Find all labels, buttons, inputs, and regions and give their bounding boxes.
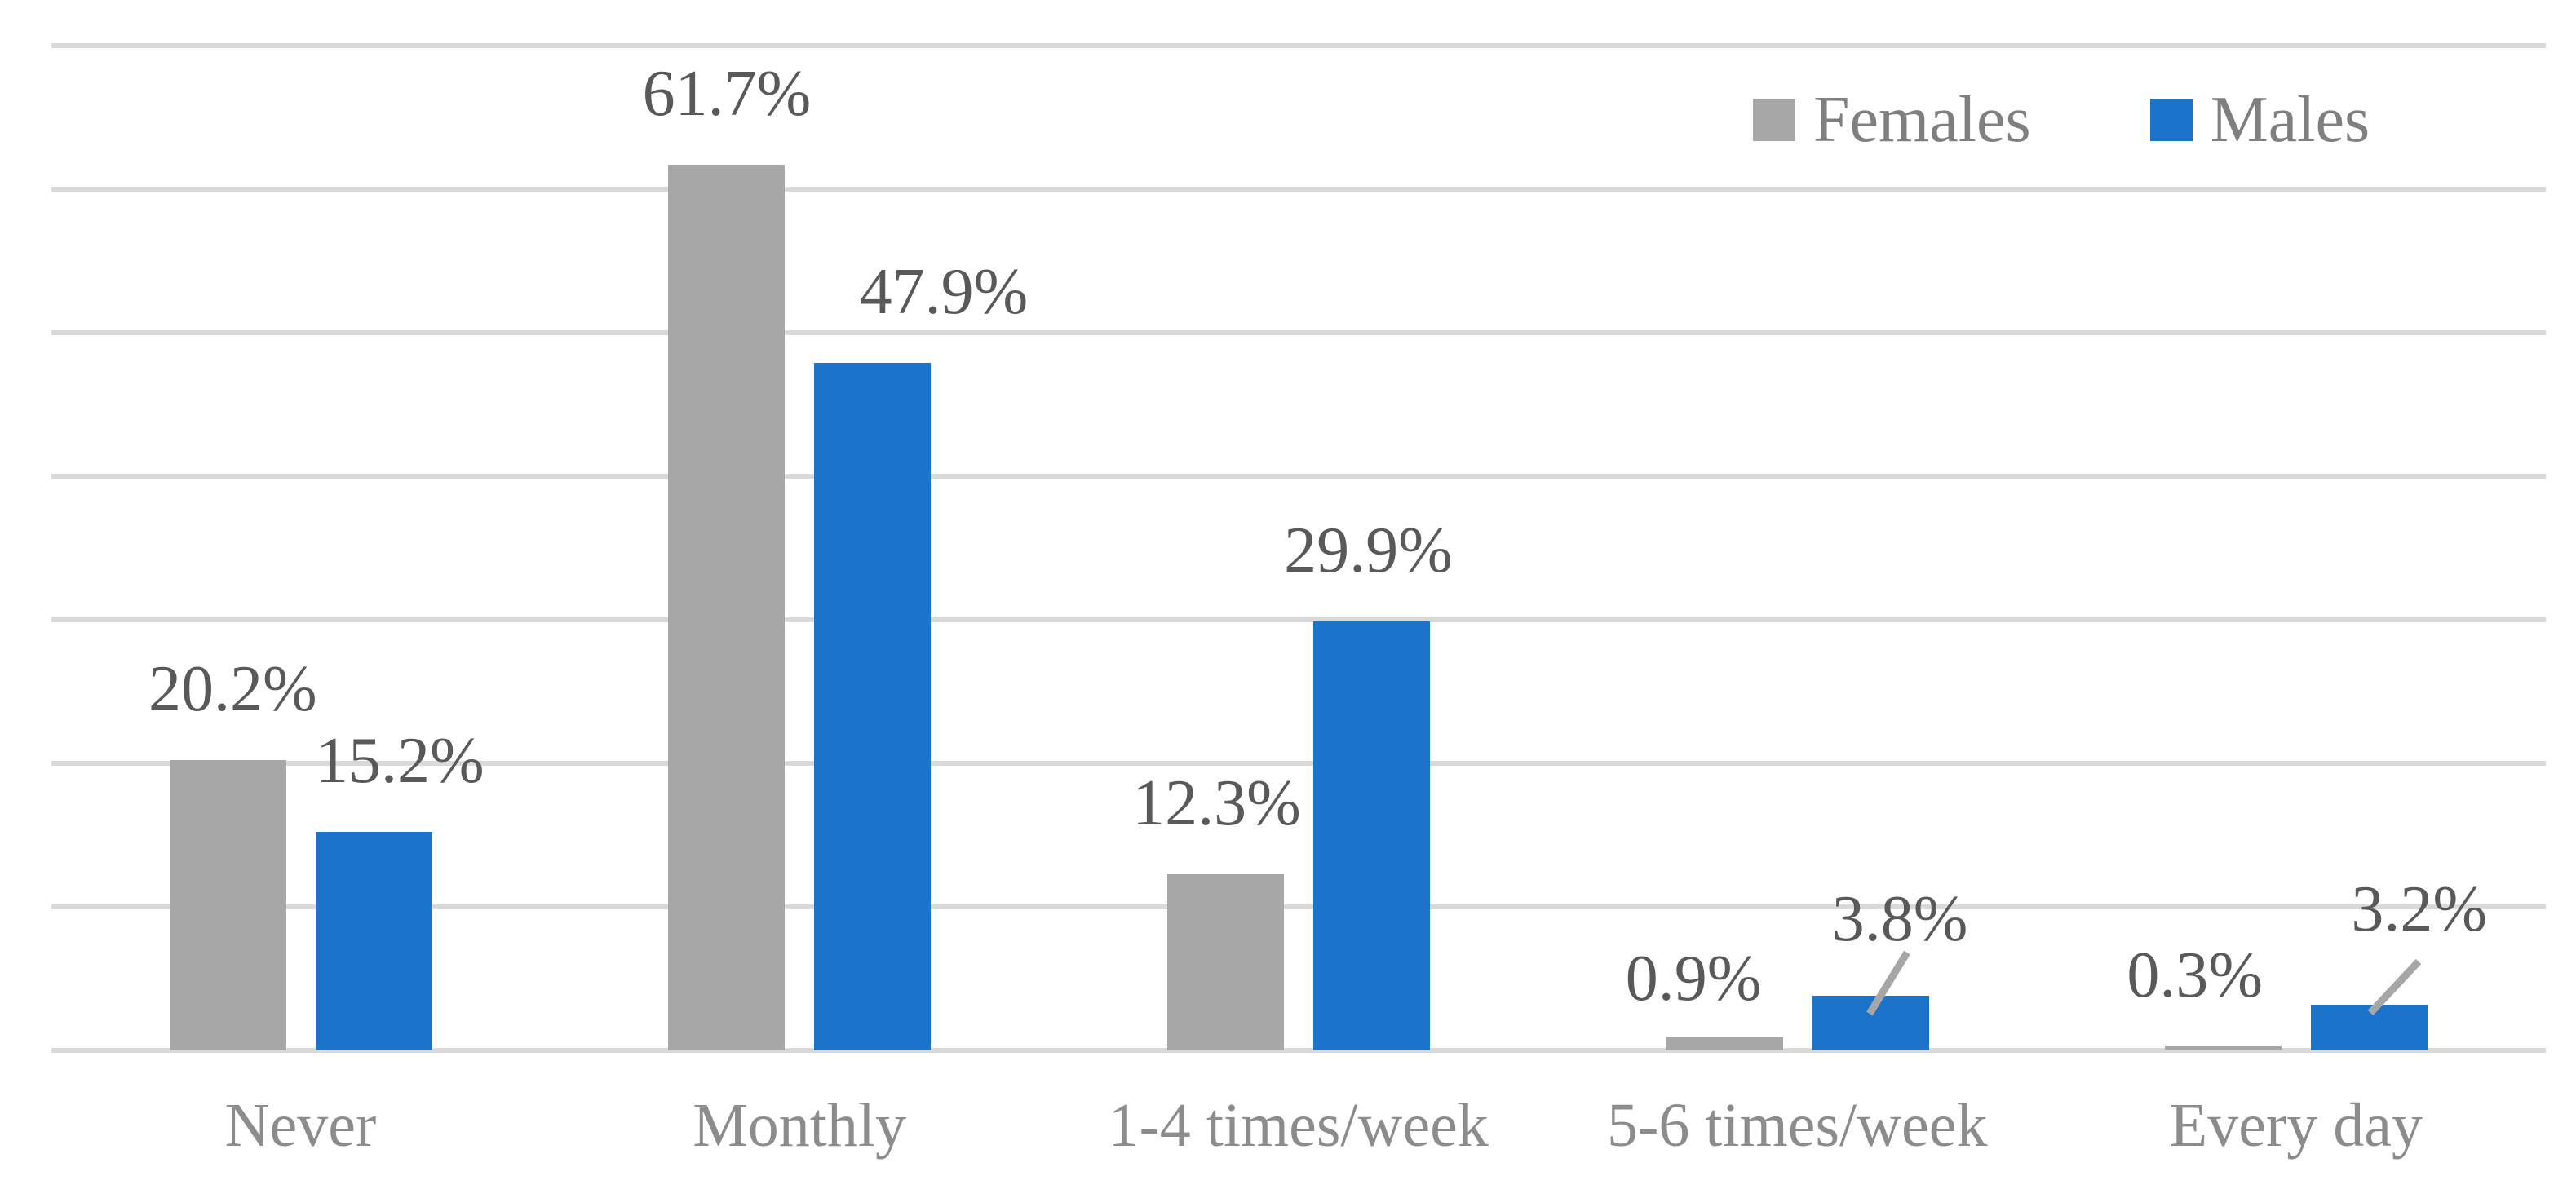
males-series-swatch-icon bbox=[2149, 99, 2193, 141]
bar-males-every-day bbox=[2311, 1004, 2428, 1050]
x-axis-label-monthly: Monthly bbox=[693, 1091, 906, 1160]
data-label-males-5-6-times-week: 3.8% bbox=[1831, 883, 1968, 956]
legend-label-males: Males bbox=[2210, 84, 2370, 156]
females-series-swatch-icon bbox=[1753, 99, 1795, 141]
data-label-males-monthly: 47.9% bbox=[859, 255, 1029, 328]
data-label-males-every-day: 3.2% bbox=[2351, 873, 2487, 945]
data-label-females-1-4-times-week: 12.3% bbox=[1132, 767, 1301, 839]
legend-item-males: Males bbox=[2149, 84, 2370, 156]
x-axis-label-every-day: Every day bbox=[2169, 1091, 2423, 1160]
bar-females-never bbox=[169, 760, 286, 1050]
legend: Females Males bbox=[1753, 86, 2370, 154]
gridline bbox=[51, 43, 2546, 48]
data-label-females-5-6-times-week: 0.9% bbox=[1625, 943, 1762, 1015]
bar-males-never bbox=[315, 832, 432, 1050]
gridline bbox=[51, 617, 2546, 622]
gridline bbox=[51, 904, 2546, 909]
bar-females-1-4-times-week bbox=[1167, 873, 1284, 1050]
x-axis-label-never: Never bbox=[224, 1091, 377, 1160]
x-axis-label-5-6-times-week: 5-6 times/week bbox=[1607, 1091, 1988, 1160]
data-label-males-never: 15.2% bbox=[315, 725, 485, 798]
bar-males-1-4-times-week bbox=[1313, 621, 1430, 1050]
gridline bbox=[51, 187, 2546, 192]
data-label-males-1-4-times-week: 29.9% bbox=[1284, 514, 1453, 586]
x-axis-label-1-4-times-week: 1-4 times/week bbox=[1108, 1091, 1489, 1160]
legend-label-females: Females bbox=[1813, 84, 2031, 156]
data-label-females-monthly: 61.7% bbox=[642, 58, 812, 130]
bar-females-monthly bbox=[668, 165, 786, 1050]
gridline bbox=[51, 1048, 2546, 1053]
legend-item-females: Females bbox=[1753, 86, 2031, 154]
gridline bbox=[51, 330, 2546, 335]
bar-females-every-day bbox=[2165, 1045, 2282, 1050]
bar-females-5-6-times-week bbox=[1666, 1037, 1783, 1050]
bar-males-monthly bbox=[814, 362, 932, 1050]
gridline bbox=[51, 474, 2546, 479]
gridline bbox=[51, 761, 2546, 766]
data-label-females-every-day: 0.3% bbox=[2127, 939, 2263, 1011]
data-label-females-never: 20.2% bbox=[148, 653, 317, 726]
